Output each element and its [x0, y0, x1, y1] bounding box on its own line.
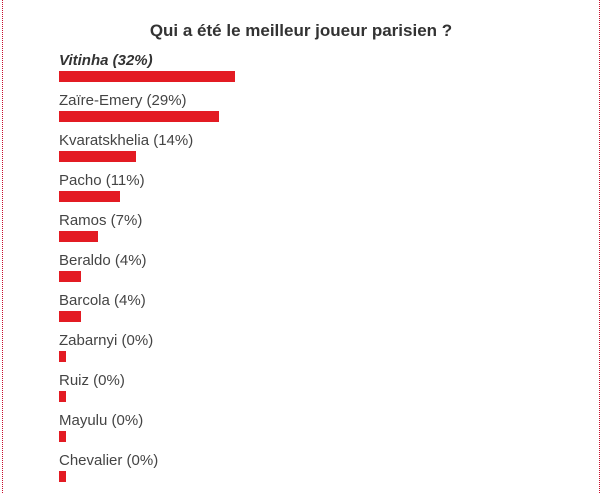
poll-option-bar [59, 111, 219, 122]
poll-option-label: Kvaratskhelia (14%) [59, 132, 194, 149]
poll-option-label: Pacho (11%) [59, 172, 145, 189]
poll-option-bar [59, 271, 81, 282]
poll-option-bar [59, 191, 120, 202]
poll-option-bar [59, 151, 136, 162]
poll-option-bar [59, 71, 235, 82]
poll-option: Vitinha (32%) [59, 52, 579, 92]
poll-option-label: Chevalier (0%) [59, 452, 159, 469]
poll-option-bar [59, 311, 81, 322]
poll-option-label: Ruiz (0%) [59, 372, 125, 389]
poll-option-label: Beraldo (4%) [59, 252, 147, 269]
poll-option: Barcola (4%) [59, 292, 579, 332]
poll-option-label: Mayulu (0%) [59, 412, 144, 429]
poll-option-bar [59, 431, 66, 442]
poll-option-label: Zaïre-Emery (29%) [59, 92, 187, 109]
poll-option: Chevalier (0%) [59, 452, 579, 492]
poll-option: Mayulu (0%) [59, 412, 579, 452]
poll-option-label: Barcola (4%) [59, 292, 146, 309]
poll-option: Pacho (11%) [59, 172, 579, 212]
poll-option: Beraldo (4%) [59, 252, 579, 292]
poll-option: Zaïre-Emery (29%) [59, 92, 579, 132]
poll-option: Kvaratskhelia (14%) [59, 132, 579, 172]
poll-option: Ruiz (0%) [59, 372, 579, 412]
poll-option-label: Zabarnyi (0%) [59, 332, 154, 349]
poll-title: Qui a été le meilleur joueur parisien ? [149, 21, 453, 40]
poll-option-bar [59, 231, 98, 242]
poll-option-bar [59, 391, 66, 402]
poll-option: Zabarnyi (0%) [59, 332, 579, 372]
poll-option: Ramos (7%) [59, 212, 579, 252]
poll-option-label: Vitinha (32%) [59, 52, 153, 69]
poll-option-bar [59, 471, 66, 482]
poll-option-bar [59, 351, 66, 362]
poll-option-label: Ramos (7%) [59, 212, 143, 229]
